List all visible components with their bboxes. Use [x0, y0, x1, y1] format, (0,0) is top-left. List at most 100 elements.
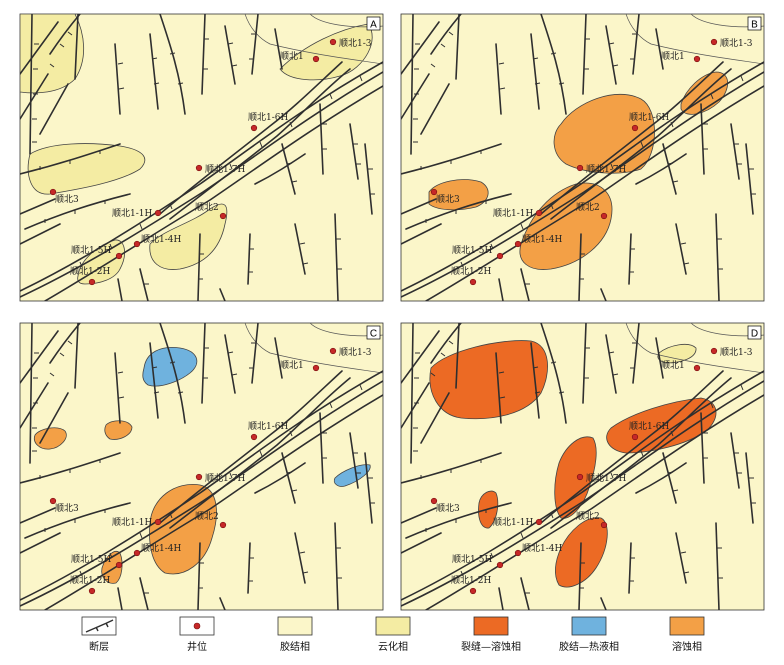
legend-label-dolomitization: 云化相 — [378, 640, 408, 653]
panel-b-well-marker-5 — [600, 212, 608, 220]
panel-c-well-label-0: 顺北1 — [280, 360, 304, 371]
panel-c-well-marker-5 — [219, 521, 227, 529]
panel-d-well-marker-4 — [430, 497, 438, 505]
panel-c-well-label-2: 顺北1-6H — [248, 421, 288, 432]
legend-item-dolomitization: 云化相 — [375, 616, 411, 653]
panel-a-well-label-7: 顺北1-4H — [141, 234, 181, 245]
panel-c-label-box — [366, 325, 381, 340]
panel-b-well-marker-0 — [693, 55, 701, 63]
panel-b-well-label-6: 顺北1-1H — [493, 208, 533, 219]
panel-a-well-label-2: 顺北1-6H — [248, 112, 288, 123]
panel-b-well-marker-1 — [710, 38, 718, 46]
panel-c-well-label-3: 顺北1-7H — [205, 473, 245, 484]
panel-d-well-label-5: 顺北2 — [576, 511, 600, 522]
panel-b-well-marker-4 — [430, 188, 438, 196]
panel-a-well-label-3: 顺北1-7H — [205, 164, 245, 175]
panel-b-well-marker-8 — [496, 252, 504, 260]
panel-a-well-marker-5 — [219, 212, 227, 220]
panel-a-well-label-5: 顺北2 — [195, 202, 219, 213]
legend-swatch-cement — [277, 616, 313, 636]
panel-a-well-marker-4 — [49, 188, 57, 196]
panel-d-well-marker-3 — [576, 473, 584, 481]
panel-c-well-marker-8 — [115, 561, 123, 569]
panel-c-label: C — [370, 329, 377, 340]
panel-d-well-label-8: 顺北1-5H — [452, 554, 492, 565]
panel-b-well-label-7: 顺北1-4H — [522, 234, 562, 245]
panel-c-well-label-6: 顺北1-1H — [112, 517, 152, 528]
panel-c-background — [19, 322, 384, 611]
panel-d-well-marker-1 — [710, 347, 718, 355]
panel-a-label: A — [370, 20, 377, 31]
panel-a-well-label-6: 顺北1-1H — [112, 208, 152, 219]
panel-b-well-label-8: 顺北1-5H — [452, 245, 492, 256]
legend-label-fault: 断层 — [89, 640, 109, 653]
panel-d-well-marker-6 — [535, 518, 543, 526]
legend-swatch-cement-hydrothermal — [571, 616, 607, 636]
panel-d-well-label-1: 顺北1-3 — [720, 347, 753, 358]
legend-label-well: 井位 — [187, 640, 207, 653]
fault-symbol-icon — [85, 619, 114, 633]
panel-a-well-label-1: 顺北1-3 — [339, 38, 372, 49]
panel-b-well-marker-7 — [514, 240, 522, 248]
panel-b-well-marker-6 — [535, 209, 543, 217]
panel-a-well-marker-8 — [115, 252, 123, 260]
panel-a-well-marker-3 — [195, 164, 203, 172]
panel-c-well-marker-3 — [195, 473, 203, 481]
panel-c: 顺北1 顺北1-3 顺北1-6H 顺北1-7H 顺北3 顺北2 顺北1-1H 顺北1-4H 顺北… — [19, 322, 384, 611]
panel-a-well-label-4: 顺北3 — [55, 194, 79, 205]
panel-d-well-label-9: 顺北1-2H — [451, 575, 491, 586]
legend-label-cement-hydrothermal: 胶结—热液相 — [559, 640, 619, 653]
panel-c-well-marker-0 — [312, 364, 320, 372]
well-symbol-icon — [193, 622, 201, 630]
panel-c-wells: 顺北1 顺北1-3 顺北1-6H 顺北1-7H 顺北3 顺北2 顺北1-1H 顺北1-4H 顺北… — [49, 347, 372, 595]
panel-d-well-label-4: 顺北3 — [436, 503, 460, 514]
panel-c-dissolution-zone-1 — [33, 427, 67, 450]
panel-d-label-box — [747, 325, 762, 340]
panel-c-well-marker-9 — [88, 587, 96, 595]
panel-b-well-label-0: 顺北1 — [661, 51, 685, 62]
panel-d-well-label-6: 顺北1-1H — [493, 517, 533, 528]
panel-d-well-marker-7 — [514, 549, 522, 557]
panel-d-well-marker-9 — [469, 587, 477, 595]
panel-b-well-label-3: 顺北1-7H — [586, 164, 626, 175]
legend-swatch-fracture-dissolution — [473, 616, 509, 636]
panel-c-well-label-4: 顺北3 — [55, 503, 79, 514]
legend-item-fracture-dissolution: 裂缝—溶蚀相 — [461, 616, 521, 653]
legend-item-cement: 胶结相 — [277, 616, 313, 653]
panel-c-well-label-5: 顺北2 — [195, 511, 219, 522]
panel-d-well-label-7: 顺北1-4H — [522, 543, 562, 554]
legend: 断层 井位 胶结相 云化相 裂缝—溶蚀相 胶结—热液相 溶蚀相 — [81, 616, 705, 653]
panel-b: 顺北1 顺北1-3 顺北1-6H 顺北1-7H 顺北3 顺北2 顺北1-1H 顺北1-4H 顺北… — [400, 13, 765, 302]
panel-a-well-label-0: 顺北1 — [280, 51, 304, 62]
legend-item-dissolution: 溶蚀相 — [669, 616, 705, 653]
panel-d-well-marker-2 — [631, 433, 639, 441]
panel-c-well-marker-7 — [133, 549, 141, 557]
panel-d: 顺北1 顺北1-3 顺北1-6H 顺北1-7H 顺北3 顺北2 顺北1-1H 顺北1-4H 顺北… — [400, 322, 765, 611]
legend-label-fracture-dissolution: 裂缝—溶蚀相 — [461, 640, 521, 653]
panel-b-well-label-9: 顺北1-2H — [451, 266, 491, 277]
panel-d-label: D — [751, 329, 758, 340]
panel-d-fracture-dissolution-zone-1 — [429, 340, 548, 420]
legend-item-cement-hydrothermal: 胶结—热液相 — [559, 616, 619, 653]
panel-a-well-marker-1 — [329, 38, 337, 46]
panel-a-well-marker-7 — [133, 240, 141, 248]
panel-b-well-label-2: 顺北1-6H — [629, 112, 669, 123]
panel-c-hydrothermal-zone-2 — [333, 464, 371, 487]
panel-a-label-box — [366, 16, 381, 31]
panel-d-well-label-0: 顺北1 — [661, 360, 685, 371]
panel-b-label-box — [747, 16, 762, 31]
panel-a-well-marker-9 — [88, 278, 96, 286]
panel-a-well-label-8: 顺北1-5H — [71, 245, 111, 256]
panel-d-well-label-3: 顺北1-7H — [586, 473, 626, 484]
panel-c-well-marker-2 — [250, 433, 258, 441]
panel-a: 顺北1 顺北1-3 顺北1-6H 顺北1-7H 顺北3 顺北2 顺北1-1H 顺北1-4H 顺北… — [19, 13, 384, 302]
panel-c-well-marker-4 — [49, 497, 57, 505]
legend-label-dissolution: 溶蚀相 — [672, 640, 702, 653]
panel-c-well-label-8: 顺北1-5H — [71, 554, 111, 565]
panel-a-dolomitization-zone-2 — [279, 23, 373, 81]
panel-a-wells: 顺北1 顺北1-3 顺北1-6H 顺北1-7H 顺北3 顺北2 顺北1-1H 顺北1-4H 顺北… — [49, 38, 372, 286]
panel-b-well-label-5: 顺北2 — [576, 202, 600, 213]
panel-b-label: B — [751, 20, 758, 31]
panel-a-well-marker-0 — [312, 55, 320, 63]
